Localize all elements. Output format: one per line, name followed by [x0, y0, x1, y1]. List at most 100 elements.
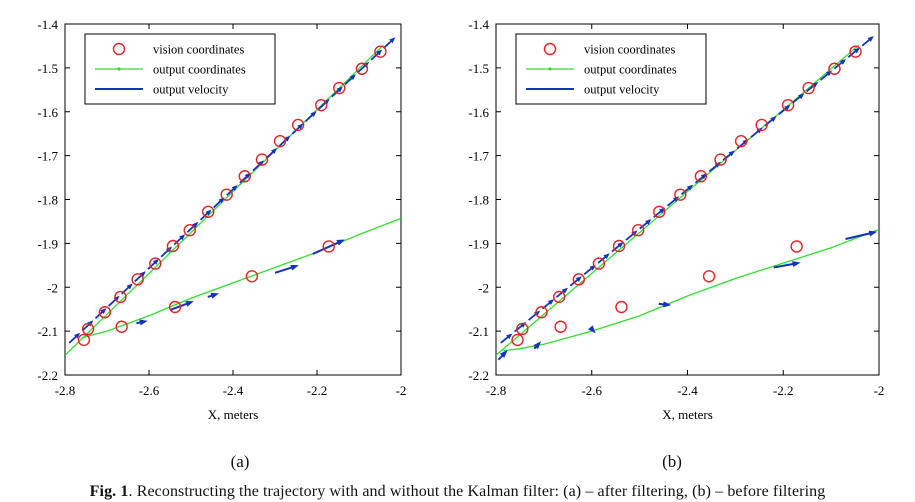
- velocity-arrow-head: [663, 301, 672, 308]
- y-tick-label: -1.5: [37, 61, 58, 76]
- y-tick-label: -1.7: [468, 149, 489, 164]
- velocity-arrow-head: [336, 86, 343, 93]
- velocity-arrow-head: [686, 184, 694, 191]
- vision-coordinate-point: [202, 205, 215, 218]
- velocity-arrow-head: [126, 283, 133, 290]
- figure: -2.8 -2.6 -2.4 -2.2 -2 -2.2 -2.1 -2 -1.9 -1.8 -1.7…: [37, 17, 884, 422]
- velocity-arrow-head: [575, 276, 582, 283]
- legend-label: output velocity: [153, 83, 229, 97]
- vision-coordinate-point: [653, 205, 666, 218]
- velocity-arrow-head: [139, 271, 146, 278]
- panel-label-a: (a): [230, 452, 250, 471]
- vision-coordinate-point: [291, 118, 305, 132]
- vision-coordinate-point: [734, 134, 748, 148]
- velocity-arrow-head: [210, 292, 220, 299]
- y-tick-label: -1.6: [37, 105, 58, 120]
- vision-coordinate-point: [273, 134, 287, 148]
- vision-coordinate-point: [355, 62, 369, 75]
- chart-panel-a: -2.8 -2.6 -2.4 -2.2 -2 -2.2 -2.1 -2 -1.9 -1.8 -1.7…: [37, 17, 406, 422]
- output-coordinates-line: [81, 217, 401, 339]
- vision-coordinate-point: [572, 273, 586, 286]
- vision-coordinate-point: [315, 98, 328, 112]
- velocity-arrow-head: [310, 111, 317, 118]
- vision-coordinate-point: [755, 118, 768, 132]
- legend-label: output coordinates: [584, 63, 677, 77]
- velocity-arrow-head: [645, 219, 652, 225]
- velocity-arrow-head: [728, 150, 735, 157]
- velocity-arrow-head: [231, 184, 238, 191]
- legend-marker-vision: [543, 42, 557, 56]
- x-tick-label: -2.4: [223, 383, 244, 398]
- y-tick-label: -2.1: [468, 324, 489, 339]
- x-tick-label: -2.4: [677, 383, 698, 398]
- x-tick-label: -2.8: [486, 383, 507, 398]
- vision-coordinate-point: [131, 273, 144, 286]
- velocity-arrow-head: [100, 308, 107, 315]
- vision-coordinate-point: [828, 62, 841, 75]
- plot-area: [65, 37, 401, 356]
- y-tick-label: -1.9: [37, 236, 58, 251]
- y-tick-label: -1.4: [37, 17, 58, 32]
- y-tick-label: -2.2: [37, 368, 58, 383]
- vision-coordinate-point: [238, 170, 251, 183]
- velocity-arrow-head: [868, 230, 878, 237]
- legend-label: output velocity: [584, 83, 660, 97]
- legend-marker-output-coordinates-dot: [548, 67, 552, 71]
- velocity-arrow-head: [290, 264, 299, 271]
- velocity-arrow-head: [376, 49, 383, 56]
- vision-coordinate-point: [220, 188, 233, 201]
- vision-coordinate-point: [790, 240, 803, 253]
- legend: vision coordinates output coordinates outp…: [84, 33, 276, 105]
- vision-coordinate-point: [552, 290, 566, 304]
- velocity-arrow-head: [700, 173, 707, 180]
- caption-text: .: [128, 483, 137, 500]
- vision-coordinate-point: [702, 270, 716, 283]
- velocity-arrow-head: [839, 59, 847, 65]
- velocity-arrow-head: [323, 98, 330, 105]
- velocity-arrow-head: [185, 301, 194, 307]
- vision-coordinate-point: [166, 239, 180, 253]
- velocity-arrow-head: [506, 333, 513, 340]
- vision-coordinate-point: [631, 224, 645, 237]
- legend-label: vision coordinates: [153, 43, 244, 57]
- legend-marker-vision: [112, 42, 126, 56]
- vision-coordinate-point: [81, 322, 95, 336]
- y-tick-label: -2.2: [468, 368, 489, 383]
- y-tick-label: -1.6: [468, 105, 489, 120]
- velocity-arrow-head: [297, 123, 304, 130]
- chart-panel-b: -2.8 -2.6 -2.4 -2.2 -2 -2.2 -2.1 -2 -1.9 -1.8 -1.7…: [468, 17, 884, 422]
- velocity-arrow-head: [784, 104, 791, 111]
- vision-coordinate-point: [674, 188, 687, 201]
- velocity-arrow-head: [271, 148, 278, 154]
- velocity-arrow-head: [257, 160, 264, 167]
- velocity-arrow-head: [867, 36, 874, 42]
- legend-label: output coordinates: [153, 63, 246, 77]
- figure-caption: Fig. 1. Reconstructing the trajectory wi…: [0, 483, 915, 501]
- legend-marker-output-coordinates-dot: [117, 67, 121, 71]
- caption-label: Fig. 1: [89, 483, 129, 500]
- vision-coordinate-point: [115, 320, 128, 333]
- vision-coordinate-point: [694, 170, 708, 183]
- x-tick-label: -2.8: [55, 383, 76, 398]
- vision-coordinate-point: [255, 153, 269, 166]
- velocity-arrow-head: [192, 221, 199, 228]
- vision-coordinate-point: [98, 306, 112, 319]
- velocity-arrow-head: [152, 258, 159, 265]
- y-tick-label: -1.8: [468, 193, 489, 208]
- velocity-arrow-head: [389, 37, 396, 44]
- vision-coordinate-point: [802, 81, 815, 95]
- velocity-arrow-head: [853, 47, 860, 54]
- velocity-arrow-head: [603, 253, 610, 260]
- velocity-arrow-head: [179, 234, 186, 241]
- y-tick-label: -2: [478, 280, 489, 295]
- vision-coordinate-point: [612, 239, 626, 253]
- velocity-arrow-head: [499, 350, 508, 358]
- caption-body: Reconstructing the trajectory with and w…: [136, 483, 826, 500]
- vision-coordinate-point: [77, 333, 91, 347]
- vision-coordinate-point: [168, 300, 182, 314]
- vision-coordinate-point: [149, 257, 162, 270]
- vision-coordinate-point: [849, 45, 862, 58]
- plot-area: [496, 36, 879, 361]
- velocity-arrow-head: [811, 81, 819, 88]
- y-tick-label: -1.9: [468, 236, 489, 251]
